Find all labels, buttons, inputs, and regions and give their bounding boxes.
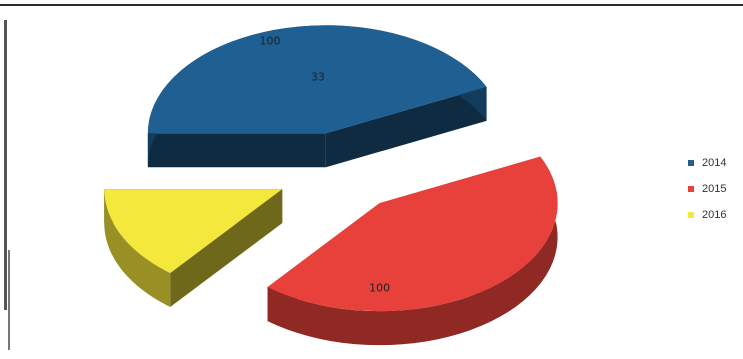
legend-swatch-2014 [688, 160, 694, 166]
legend-swatch-2015 [688, 186, 694, 192]
slice-side-wall [325, 86, 487, 168]
pie-slice-2016 [104, 189, 283, 307]
legend-label: 2014 [702, 157, 727, 169]
legend-item-2015: 2015 [688, 176, 726, 202]
legend: 2014 2015 2016 [688, 150, 726, 228]
legend-item-2016: 2016 [688, 202, 726, 228]
pie-slice-2014 [147, 25, 487, 168]
legend-label: 2016 [702, 209, 727, 221]
slice-outer-wall [267, 156, 558, 346]
data-label: 33 [311, 70, 325, 83]
frame-top-border [0, 4, 743, 6]
slice-side-wall [147, 133, 326, 168]
slice-top-face [147, 25, 487, 134]
legend-label: 2015 [702, 183, 727, 195]
legend-swatch-2016 [688, 212, 694, 218]
slice-outer-wall [104, 189, 171, 307]
pie-slice-2015 [267, 156, 558, 346]
data-label: 100 [259, 35, 280, 48]
legend-item-2014: 2014 [688, 150, 726, 176]
slice-top-face [267, 156, 558, 312]
data-label: 100 [369, 282, 390, 295]
slice-top-face [104, 189, 283, 273]
frame-left-border [4, 20, 7, 310]
frame-left-border-lower [8, 250, 10, 350]
